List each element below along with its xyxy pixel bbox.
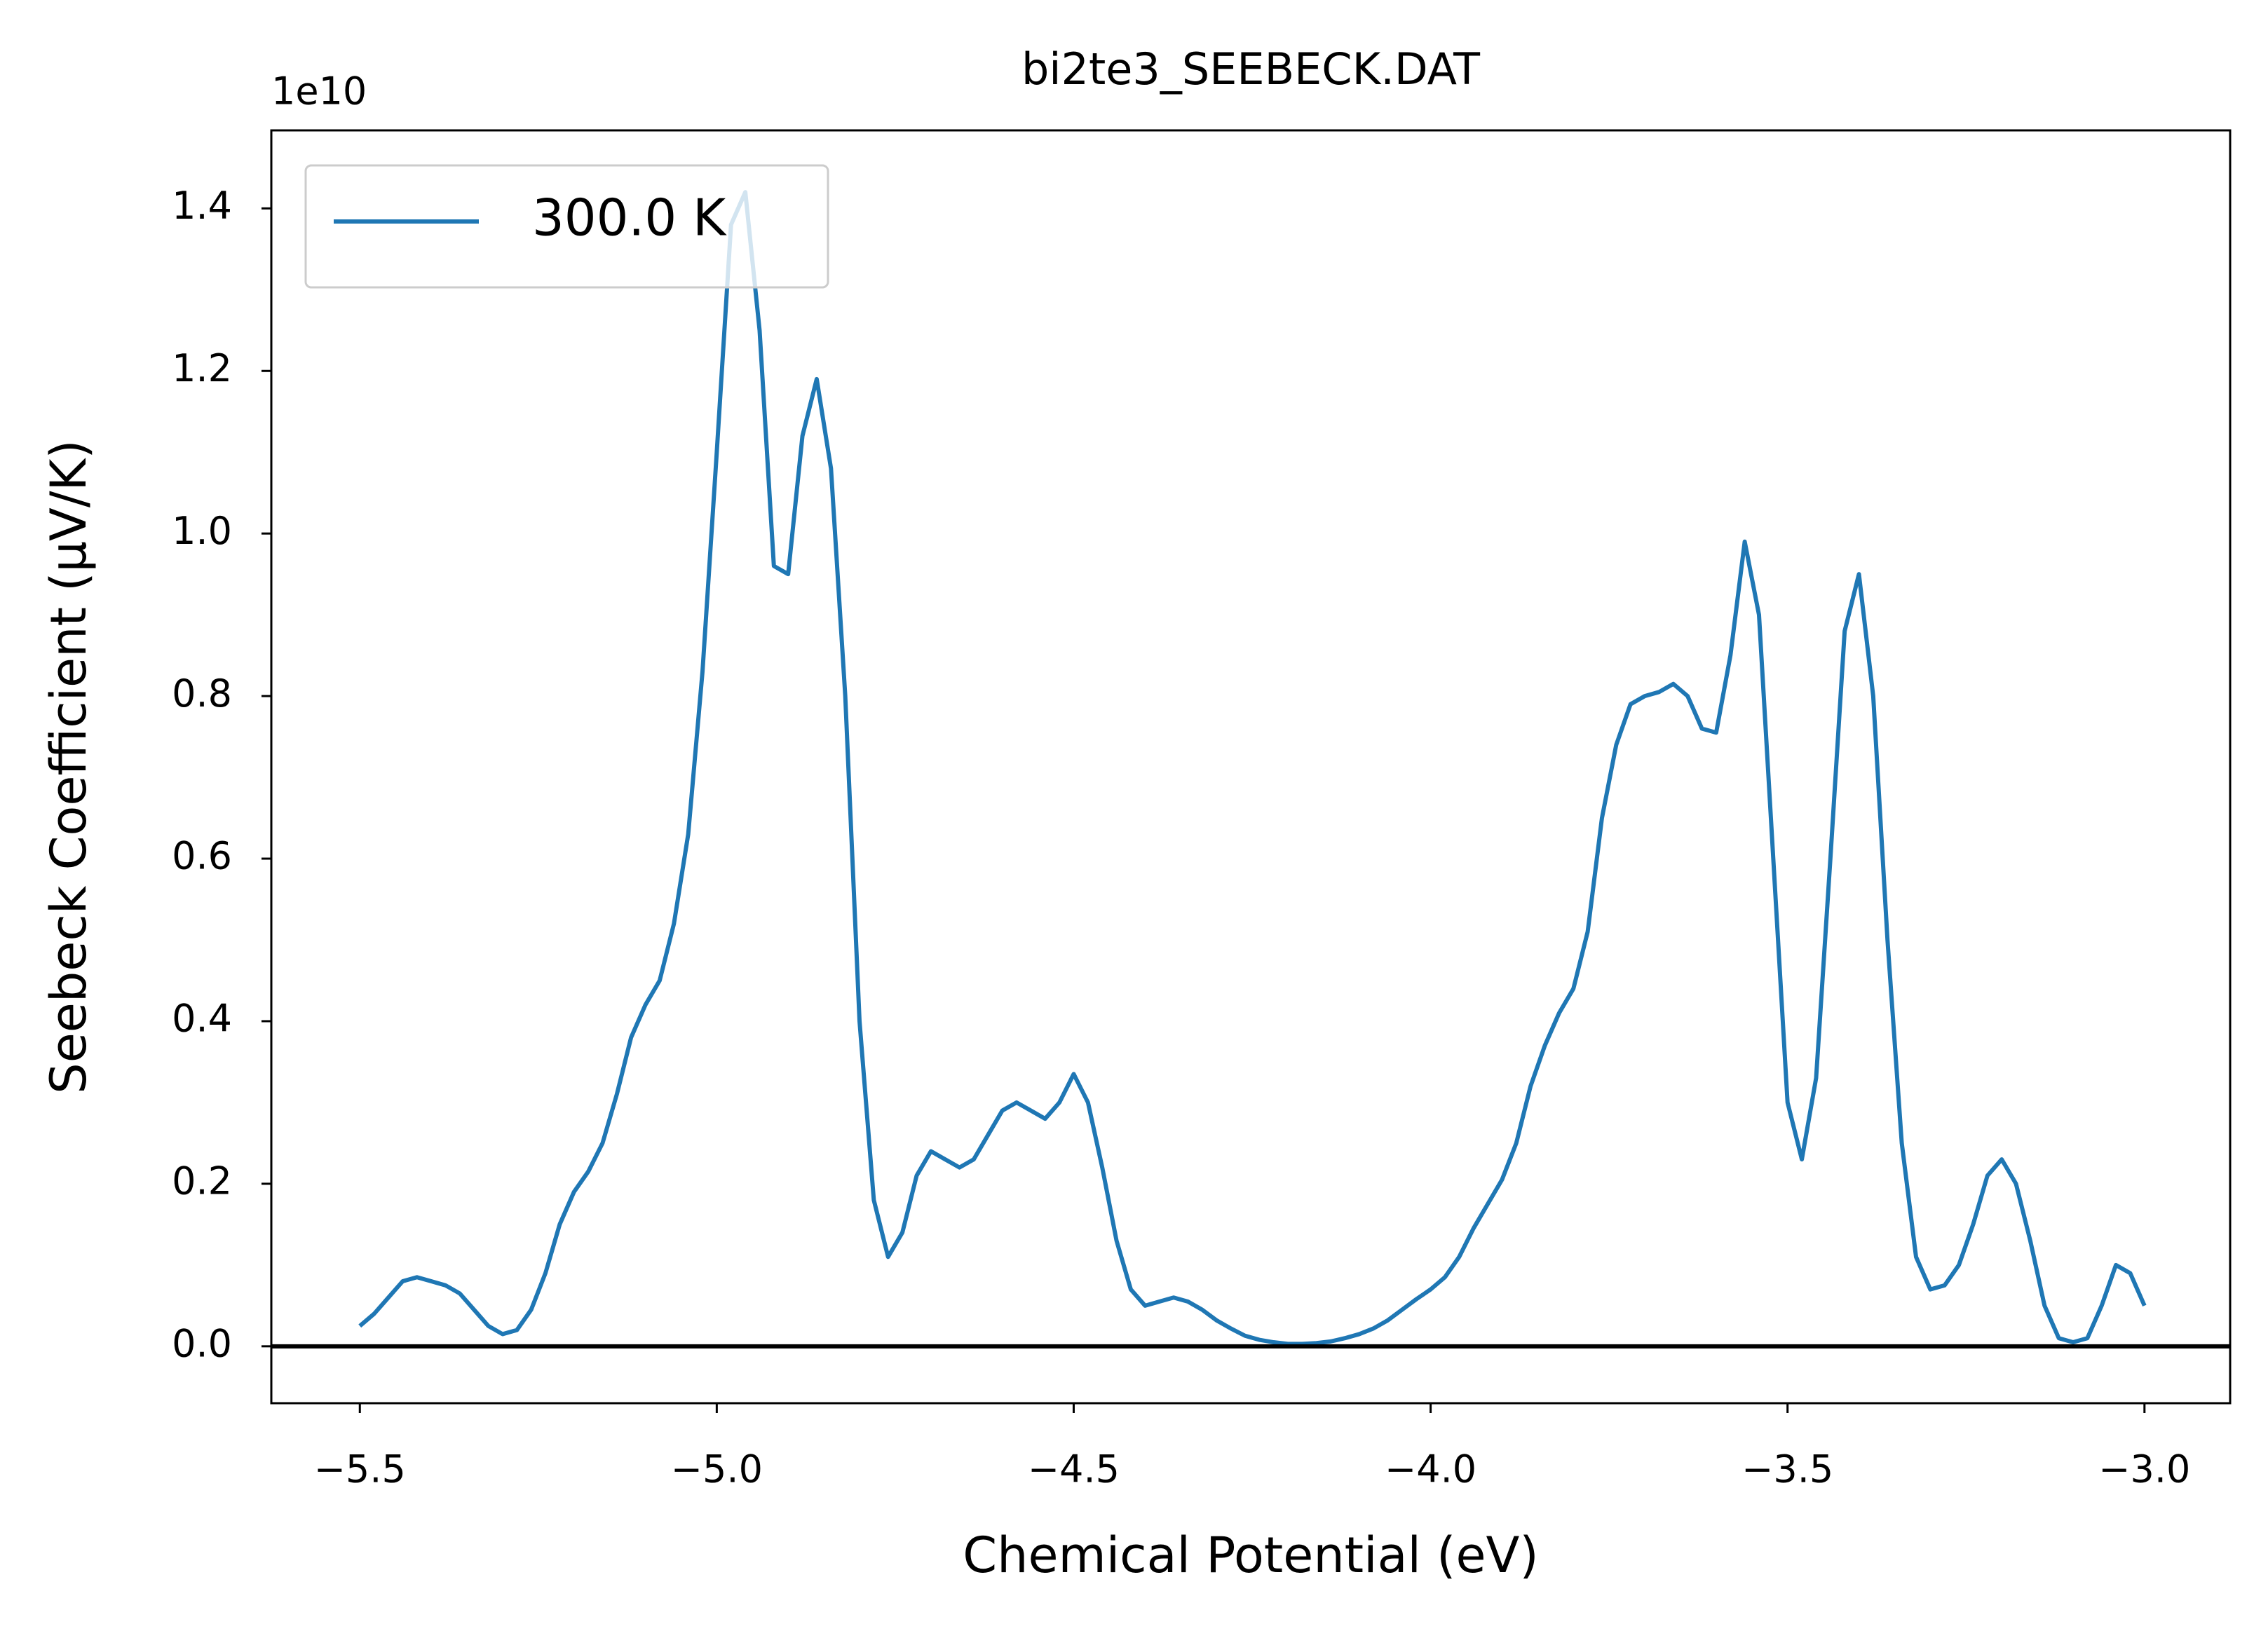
y-tick-label: 1.0 bbox=[172, 509, 232, 553]
y-offset-label: 1e10 bbox=[271, 69, 367, 114]
x-tick-label: −3.0 bbox=[2098, 1447, 2190, 1492]
y-tick-label: 0.4 bbox=[172, 997, 232, 1041]
y-axis-label: Seebeck Coefficient (μV/K) bbox=[40, 439, 97, 1093]
y-tick-label: 1.4 bbox=[172, 184, 232, 228]
legend-box bbox=[304, 164, 829, 289]
y-tick-label: 0.6 bbox=[172, 834, 232, 878]
y-tick-label: 0.2 bbox=[172, 1159, 232, 1203]
x-tick-label: −3.5 bbox=[1741, 1447, 1833, 1492]
chart-title: bi2te3_SEEBECK.DAT bbox=[1021, 43, 1481, 95]
y-tick-label: 0.8 bbox=[172, 671, 232, 716]
x-tick-label: −4.0 bbox=[1385, 1447, 1476, 1492]
x-tick-label: −5.5 bbox=[314, 1447, 406, 1492]
y-tick-label: 1.2 bbox=[172, 346, 232, 390]
legend-label: 300.0 K bbox=[532, 189, 727, 247]
x-tick-label: −4.5 bbox=[1028, 1447, 1120, 1492]
x-tick-label: −5.0 bbox=[671, 1447, 763, 1492]
x-axis-label: Chemical Potential (eV) bbox=[963, 1527, 1539, 1584]
plot-frame bbox=[270, 129, 2232, 1405]
data-line bbox=[358, 190, 2147, 1346]
y-tick-label: 0.0 bbox=[172, 1321, 232, 1365]
